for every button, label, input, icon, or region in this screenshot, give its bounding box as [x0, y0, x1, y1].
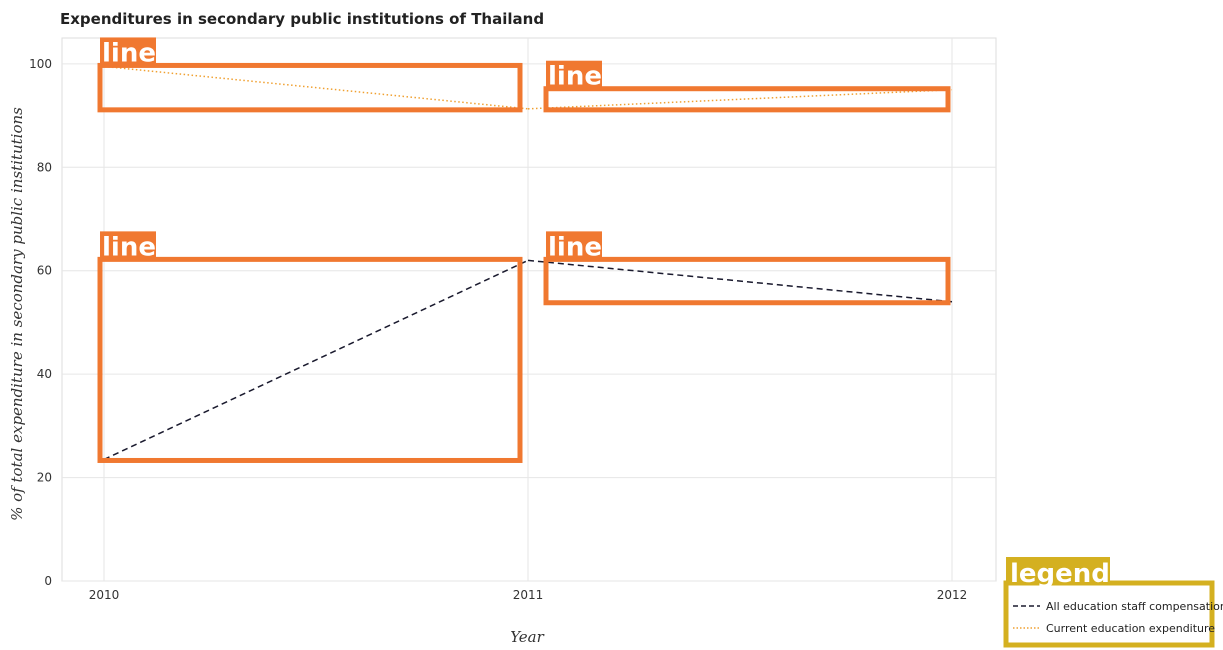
- plot-frame: [61, 37, 997, 582]
- highlight-tag: line: [548, 62, 602, 92]
- highlight-box: [97, 62, 523, 113]
- series-segment-0: [527, 259, 953, 303]
- y-tick-label: 100: [29, 57, 52, 71]
- series-segment-1: [103, 65, 529, 110]
- y-tick-label: 80: [37, 160, 52, 174]
- legend-label-current: Current education expenditure: [1046, 622, 1215, 635]
- highlight-box: [543, 86, 951, 113]
- highlight-tag-bg: [546, 231, 602, 260]
- x-tick-labels: 2010 2011 2012: [89, 588, 968, 602]
- highlight-tag: line: [102, 38, 156, 68]
- highlight-boxes: line line line line: [97, 37, 951, 463]
- x-axis-label: Year: [510, 628, 544, 646]
- x-tick-label: 2011: [513, 588, 544, 602]
- x-tick-label: 2010: [89, 588, 120, 602]
- legend: legend All education staff compensation …: [1003, 557, 1223, 648]
- legend-highlight-box: [1003, 580, 1215, 648]
- highlight-tag-bg: [546, 60, 602, 89]
- y-tick-label: 60: [37, 264, 52, 278]
- legend-tag-bg: [1006, 557, 1110, 585]
- legend-tag: legend: [1010, 559, 1110, 589]
- y-tick-labels: 0 20 40 60 80 100: [29, 57, 52, 588]
- highlight-box: [97, 256, 523, 463]
- grid: [61, 37, 997, 582]
- x-tick-label: 2012: [937, 588, 968, 602]
- series-group: [103, 65, 953, 461]
- chart-title: Expenditures in secondary public institu…: [60, 10, 544, 28]
- highlight-tag: line: [102, 232, 156, 262]
- y-tick-label: 40: [37, 367, 52, 381]
- series-segment-1: [527, 88, 953, 110]
- highlight-box: [543, 256, 951, 306]
- y-axis-label: % of total expenditure in secondary publ…: [8, 107, 26, 521]
- y-tick-label: 20: [37, 471, 52, 485]
- highlight-tag-bg: [100, 231, 156, 260]
- highlight-tag-bg: [100, 37, 156, 66]
- series-segment-0: [103, 259, 529, 461]
- y-tick-label: 0: [44, 574, 52, 588]
- legend-label-staff: All education staff compensation: [1046, 600, 1223, 613]
- highlight-tag: line: [548, 232, 602, 262]
